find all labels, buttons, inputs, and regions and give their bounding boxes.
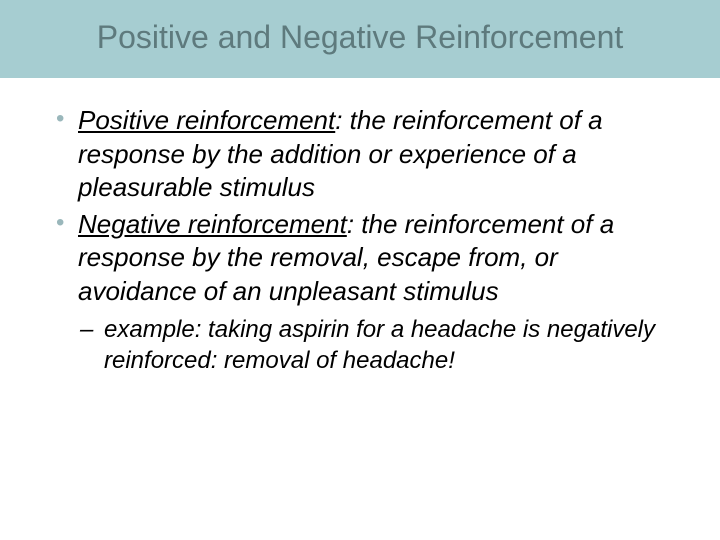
slide-title: Positive and Negative Reinforcement [20,18,700,56]
sub-bullet-list: – example: taking aspirin for a headache… [50,314,670,376]
sub-bullet-item: – example: taking aspirin for a headache… [50,314,670,376]
bullet-item: Positive reinforcement: the reinforcemen… [50,104,670,204]
dash-icon: – [80,314,93,345]
term: Positive reinforcement [78,105,335,135]
slide-content: Positive reinforcement: the reinforcemen… [0,78,720,376]
sub-lead: example: [104,316,201,343]
title-band: Positive and Negative Reinforcement [0,0,720,78]
slide: Positive and Negative Reinforcement Posi… [0,0,720,540]
bullet-item: Negative reinforcement: the reinforcemen… [50,208,670,308]
bullet-list: Positive reinforcement: the reinforcemen… [50,104,670,308]
term: Negative reinforcement [78,209,347,239]
